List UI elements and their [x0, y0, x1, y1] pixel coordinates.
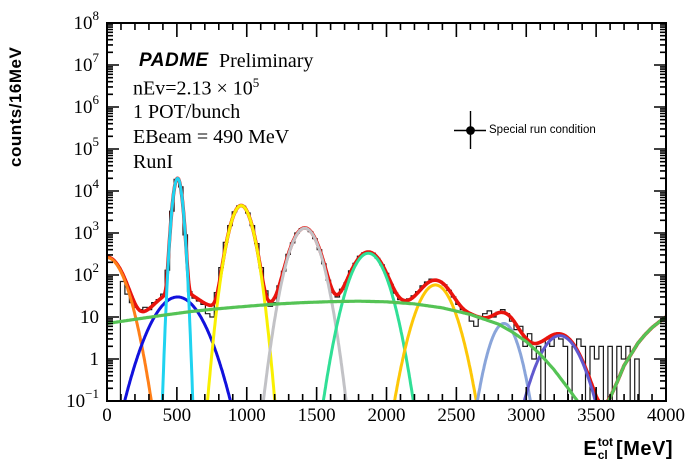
y-tick-label: 102	[74, 260, 100, 286]
legend-marker	[454, 111, 486, 149]
gauss-violet-curve	[522, 334, 597, 401]
gauss-blue-broad-curve	[123, 295, 232, 401]
axis-ticks	[106, 22, 667, 402]
y-axis-title: counts/16MeV	[6, 46, 25, 168]
data-histogram	[119, 178, 640, 401]
x-axis-sub-sup: tot cl	[597, 435, 614, 462]
gauss-gray-curve	[261, 226, 348, 401]
pot-annotation: 1 POT/bunch	[133, 101, 241, 123]
x-tick-label: 500	[163, 405, 192, 426]
y-tick-label: 103	[74, 218, 100, 244]
x-tick-label: 1500	[298, 405, 336, 426]
x-tick-label: 3000	[507, 405, 545, 426]
run-annotation: RunI	[133, 151, 173, 173]
x-axis-unit: [MeV]	[616, 438, 673, 460]
nev-exponent: 5	[252, 75, 260, 90]
ebeam-annotation: EBeam = 490 MeV	[133, 126, 290, 148]
gauss-cyan-curve	[160, 176, 195, 401]
x-tick-label: 2000	[368, 405, 406, 426]
y-tick-label: 107	[74, 50, 100, 76]
y-tick-label: 1	[90, 349, 100, 370]
x-tick-label: 0	[102, 405, 112, 426]
nev-annotation: nEv=2.13 × 105	[133, 75, 260, 100]
y-tick-label: 108	[74, 8, 100, 34]
y-tick-label: 10−1	[66, 386, 99, 412]
x-tick-label: 3500	[577, 405, 615, 426]
legend-label: Special run condition	[489, 124, 596, 136]
x-tick-label: 1000	[228, 405, 266, 426]
gauss-gold-curve	[392, 283, 478, 401]
curves-group	[107, 176, 666, 401]
x-axis-symbol: E	[583, 438, 597, 460]
gauss-steelblue-curve	[475, 322, 532, 401]
experiment-logo: PADME	[139, 50, 209, 71]
gauss-green-curve	[321, 251, 415, 401]
x-tick-label: 2500	[437, 405, 475, 426]
y-tick-label: 10	[80, 307, 99, 328]
gauss-orange-curve	[107, 256, 153, 401]
preliminary-label: Preliminary	[219, 50, 314, 72]
y-tick-label: 106	[74, 92, 100, 118]
y-tick-label: 104	[74, 176, 100, 202]
background-curve	[107, 299, 666, 401]
y-tick-label: 105	[74, 134, 100, 160]
x-tick-label: 4000	[647, 405, 685, 426]
